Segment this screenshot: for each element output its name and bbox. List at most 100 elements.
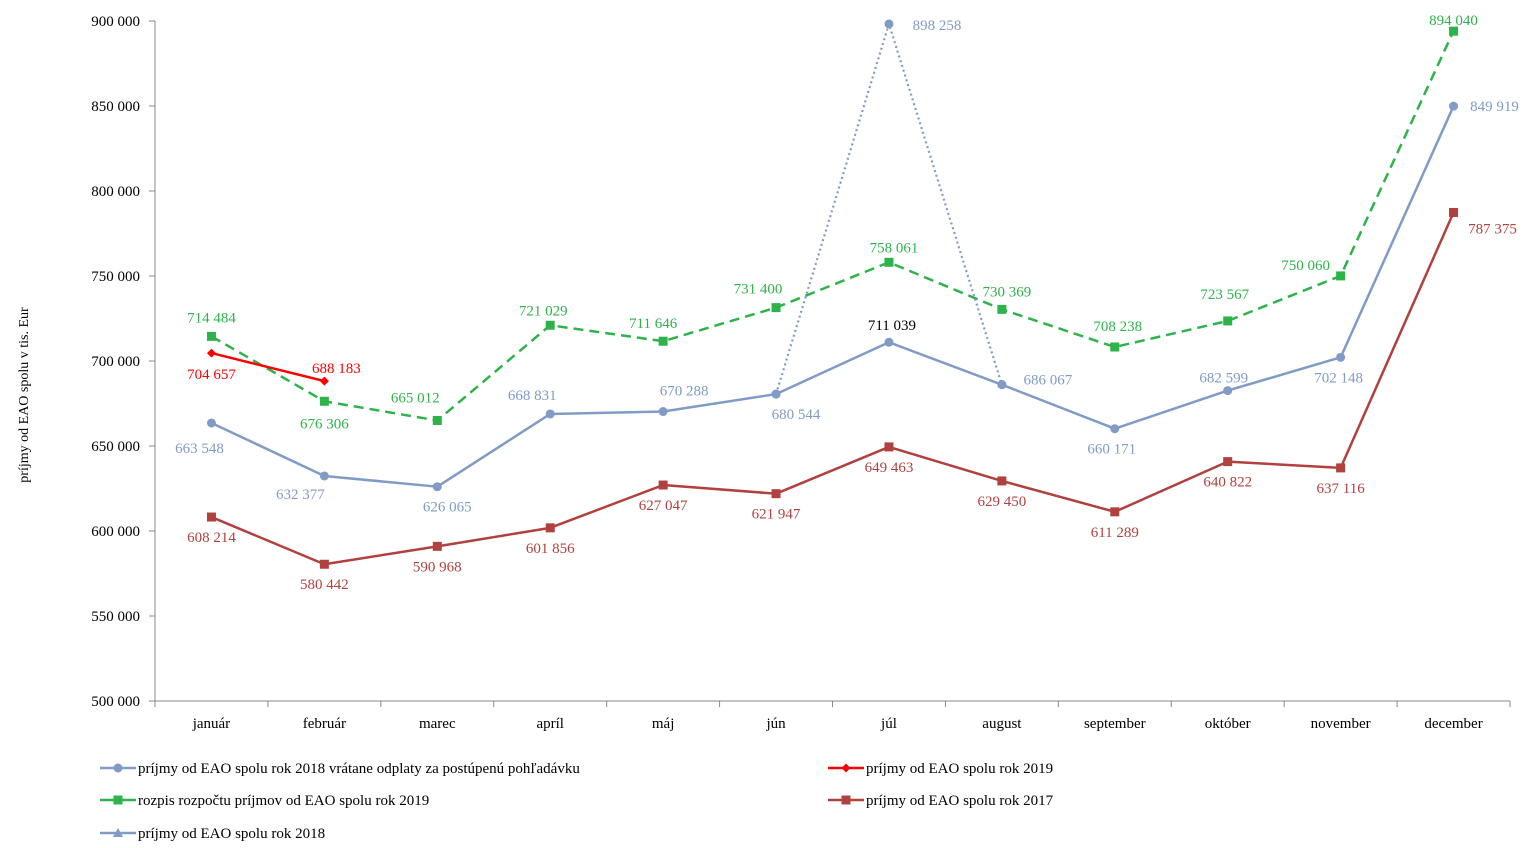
data-point-s2018 — [432, 482, 442, 492]
data-point-s2017 — [319, 559, 329, 569]
data-label-s2017: 629 450 — [978, 494, 1027, 510]
data-label-s2017: 608 214 — [187, 530, 236, 546]
data-point-budget2019 — [771, 303, 781, 313]
x-axis-ticks: január február marec apríl máj jún júl august se… — [154, 701, 1511, 732]
data-point-s2018 — [658, 407, 668, 417]
data-label-budget2019: 708 238 — [1093, 319, 1142, 335]
data-point-budget2019 — [1110, 342, 1120, 352]
y-tick-label: 650 000 — [91, 439, 140, 455]
data-label-budget2019: 721 029 — [519, 303, 568, 319]
data-label-s2018: 682 599 — [1199, 371, 1248, 387]
legend-item-s2019: príjmy od EAO spolu rok 2019 — [828, 761, 1053, 777]
data-label-budget2019: 711 646 — [629, 316, 678, 332]
data-point-budget2019 — [545, 320, 555, 330]
y-tick-label: 700 000 — [91, 354, 140, 370]
data-label-s2017: 611 289 — [1091, 525, 1139, 541]
legend-label: príjmy od EAO spolu rok 2018 vrátane odp… — [138, 761, 580, 777]
x-tick-label: október — [1205, 716, 1251, 732]
data-label-s2018: 626 065 — [423, 500, 472, 516]
data-point-s2019 — [319, 376, 329, 386]
data-label-budget2019: 894 040 — [1429, 13, 1478, 29]
data-label-s2017: 637 116 — [1317, 481, 1366, 497]
x-tick-label: december — [1424, 716, 1482, 732]
data-point-s2017 — [206, 512, 216, 522]
data-label-budget2019: 750 060 — [1281, 258, 1330, 274]
y-axis-ticks: 500 000 550 000 600 000 650 000 700 000 750 0… — [91, 14, 155, 710]
x-tick-label: máj — [652, 716, 675, 732]
data-point-budget2019 — [1449, 26, 1459, 36]
data-label-s2017: 649 463 — [865, 460, 914, 476]
legend-label: príjmy od EAO spolu rok 2017 — [866, 793, 1054, 809]
data-point-s2018 — [884, 337, 894, 347]
y-tick-label: 750 000 — [91, 269, 140, 285]
data-label-s2017: 621 947 — [752, 507, 801, 523]
data-label-s2017: 580 442 — [300, 577, 349, 593]
data-label-s2018: 686 067 — [1024, 373, 1073, 389]
data-point-budget2019 — [658, 336, 668, 346]
y-tick-label: 500 000 — [91, 694, 140, 710]
legend-swatch-marker — [113, 763, 123, 773]
x-tick-label: jún — [765, 716, 786, 732]
data-point-budget2019 — [997, 304, 1007, 314]
data-point-s2018_incl — [771, 389, 781, 399]
data-point-s2017 — [1449, 207, 1459, 217]
legend-item-s2018: príjmy od EAO spolu rok 2018 — [100, 826, 325, 842]
data-point-s2018_incl — [884, 19, 894, 29]
data-point-s2017 — [1223, 457, 1233, 467]
data-point-s2018 — [1110, 424, 1120, 434]
data-point-s2017 — [884, 442, 894, 452]
data-label-s2018: 632 377 — [276, 487, 325, 503]
legend-item-budget2019: rozpis rozpočtu príjmov od EAO spolu rok… — [100, 793, 429, 809]
x-tick-label: júl — [880, 716, 897, 732]
y-tick-label: 900 000 — [91, 14, 140, 30]
data-point-s2018 — [1449, 101, 1459, 111]
x-tick-label: august — [982, 716, 1022, 732]
data-label-s2018: 849 919 — [1470, 99, 1519, 115]
y-tick-label: 800 000 — [91, 184, 140, 200]
data-point-s2017 — [1110, 507, 1120, 517]
data-point-s2018 — [319, 471, 329, 481]
data-point-budget2019 — [1223, 316, 1233, 326]
series-lines — [206, 19, 1459, 569]
data-label-budget2019: 665 012 — [391, 390, 440, 406]
x-tick-label: január — [192, 716, 230, 732]
x-tick-label: apríl — [536, 716, 564, 732]
legend-swatch-marker — [841, 763, 851, 773]
series-line-budget2019 — [210, 30, 1455, 422]
data-label-s2018: 711 039 — [868, 318, 916, 334]
legend-swatch-marker — [113, 828, 123, 837]
legend-swatch-marker — [841, 795, 851, 805]
data-point-s2018 — [206, 418, 216, 428]
data-point-s2018 — [1223, 386, 1233, 396]
data-label-budget2019: 714 484 — [187, 310, 236, 326]
y-tick-label: 600 000 — [91, 524, 140, 540]
legend-swatch-marker — [113, 795, 123, 805]
data-point-s2019 — [206, 348, 216, 358]
legend-label: rozpis rozpočtu príjmov od EAO spolu rok… — [138, 793, 429, 809]
legend-label: príjmy od EAO spolu rok 2018 — [138, 826, 325, 842]
y-tick-label: 850 000 — [91, 99, 140, 115]
data-label-budget2019: 758 061 — [870, 240, 919, 256]
data-point-s2017 — [1336, 463, 1346, 473]
series-line-s2018 — [210, 105, 1455, 488]
x-tick-label: marec — [419, 716, 456, 732]
data-point-s2018_incl — [997, 380, 1007, 390]
data-point-budget2019 — [1336, 271, 1346, 281]
data-label-budget2019: 723 567 — [1200, 287, 1249, 303]
data-point-s2017 — [771, 489, 781, 499]
data-point-s2017 — [997, 476, 1007, 486]
data-label-s2019: 688 183 — [312, 361, 361, 377]
data-point-s2018 — [1336, 352, 1346, 362]
data-label-s2018_incl: 898 258 — [913, 18, 962, 34]
data-point-s2017 — [432, 541, 442, 551]
y-tick-label: 550 000 — [91, 609, 140, 625]
data-label-budget2019: 676 306 — [300, 416, 349, 432]
series-line-s2019 — [211, 351, 325, 383]
data-label-budget2019: 731 400 — [734, 282, 783, 298]
x-tick-label: september — [1084, 716, 1146, 732]
x-tick-label: február — [303, 716, 346, 732]
data-label-s2017: 627 047 — [639, 498, 688, 514]
data-label-s2018: 680 544 — [772, 407, 821, 423]
data-point-budget2019 — [432, 415, 442, 425]
data-point-budget2019 — [884, 257, 894, 267]
